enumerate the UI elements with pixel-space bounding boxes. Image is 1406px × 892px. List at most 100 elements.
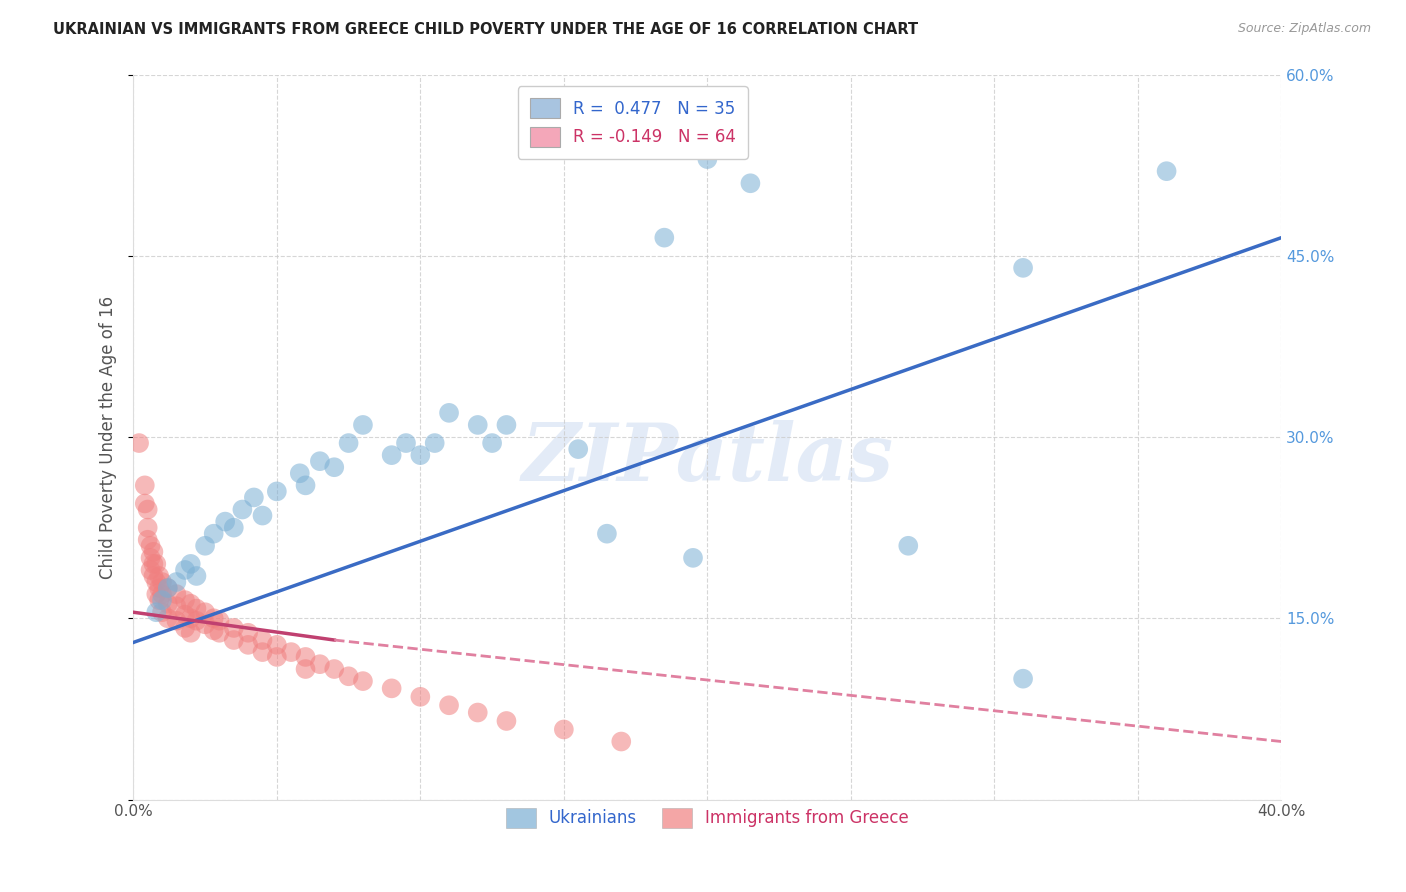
Legend: Ukrainians, Immigrants from Greece: Ukrainians, Immigrants from Greece xyxy=(499,801,915,835)
Point xyxy=(214,515,236,529)
Point xyxy=(145,587,167,601)
Point xyxy=(145,574,167,589)
Point xyxy=(437,406,460,420)
Point xyxy=(266,638,288,652)
Point xyxy=(309,657,332,672)
Point xyxy=(150,605,173,619)
Point xyxy=(495,714,517,728)
Point xyxy=(150,574,173,589)
Point xyxy=(567,442,589,456)
Point xyxy=(186,614,208,628)
Y-axis label: Child Poverty Under the Age of 16: Child Poverty Under the Age of 16 xyxy=(100,295,117,579)
Point xyxy=(437,698,460,713)
Point xyxy=(294,662,316,676)
Point xyxy=(194,617,217,632)
Point xyxy=(897,539,920,553)
Point xyxy=(381,448,404,462)
Point xyxy=(148,569,170,583)
Point xyxy=(156,597,179,611)
Point xyxy=(236,638,259,652)
Point xyxy=(150,587,173,601)
Point xyxy=(156,581,179,595)
Point xyxy=(165,599,187,614)
Point xyxy=(145,605,167,619)
Point xyxy=(243,491,266,505)
Point xyxy=(409,690,432,704)
Point xyxy=(409,448,432,462)
Point xyxy=(1156,164,1178,178)
Point xyxy=(186,601,208,615)
Point xyxy=(186,569,208,583)
Point xyxy=(165,574,187,589)
Point xyxy=(174,593,197,607)
Point xyxy=(337,669,360,683)
Point xyxy=(352,674,374,689)
Point xyxy=(194,605,217,619)
Point xyxy=(423,436,446,450)
Point xyxy=(288,467,311,481)
Point xyxy=(136,521,159,535)
Point xyxy=(142,569,165,583)
Point xyxy=(222,633,245,648)
Point xyxy=(136,533,159,547)
Point xyxy=(395,436,418,450)
Point xyxy=(148,593,170,607)
Text: ZIPatlas: ZIPatlas xyxy=(522,420,893,498)
Point xyxy=(128,436,150,450)
Point xyxy=(596,526,619,541)
Point xyxy=(1012,672,1035,686)
Point xyxy=(309,454,332,468)
Point xyxy=(252,645,274,659)
Point xyxy=(266,484,288,499)
Point xyxy=(174,563,197,577)
Point xyxy=(610,734,633,748)
Point xyxy=(165,587,187,601)
Point xyxy=(652,230,675,244)
Point xyxy=(208,614,231,628)
Point xyxy=(150,593,173,607)
Point xyxy=(294,649,316,664)
Point xyxy=(696,152,718,166)
Point xyxy=(134,496,156,510)
Point xyxy=(740,176,762,190)
Point xyxy=(252,508,274,523)
Point xyxy=(202,526,225,541)
Point xyxy=(180,597,202,611)
Point xyxy=(202,611,225,625)
Point xyxy=(139,539,162,553)
Point xyxy=(280,645,302,659)
Point xyxy=(467,706,489,720)
Point xyxy=(1012,260,1035,275)
Point xyxy=(553,723,575,737)
Point xyxy=(266,649,288,664)
Point xyxy=(134,478,156,492)
Point xyxy=(381,681,404,696)
Point xyxy=(142,545,165,559)
Point xyxy=(252,633,274,648)
Point xyxy=(467,417,489,432)
Text: UKRAINIAN VS IMMIGRANTS FROM GREECE CHILD POVERTY UNDER THE AGE OF 16 CORRELATIO: UKRAINIAN VS IMMIGRANTS FROM GREECE CHIL… xyxy=(53,22,918,37)
Point xyxy=(323,662,346,676)
Point xyxy=(495,417,517,432)
Point xyxy=(323,460,346,475)
Point xyxy=(148,581,170,595)
Point xyxy=(481,436,503,450)
Point xyxy=(294,478,316,492)
Point xyxy=(180,557,202,571)
Text: Source: ZipAtlas.com: Source: ZipAtlas.com xyxy=(1237,22,1371,36)
Point xyxy=(145,557,167,571)
Point xyxy=(208,625,231,640)
Point xyxy=(202,624,225,638)
Point xyxy=(142,557,165,571)
Point xyxy=(139,563,162,577)
Point xyxy=(174,607,197,622)
Point xyxy=(180,625,202,640)
Point xyxy=(222,521,245,535)
Point xyxy=(352,417,374,432)
Point xyxy=(136,502,159,516)
Point xyxy=(222,621,245,635)
Point xyxy=(337,436,360,450)
Point xyxy=(139,550,162,565)
Point xyxy=(174,621,197,635)
Point xyxy=(231,502,253,516)
